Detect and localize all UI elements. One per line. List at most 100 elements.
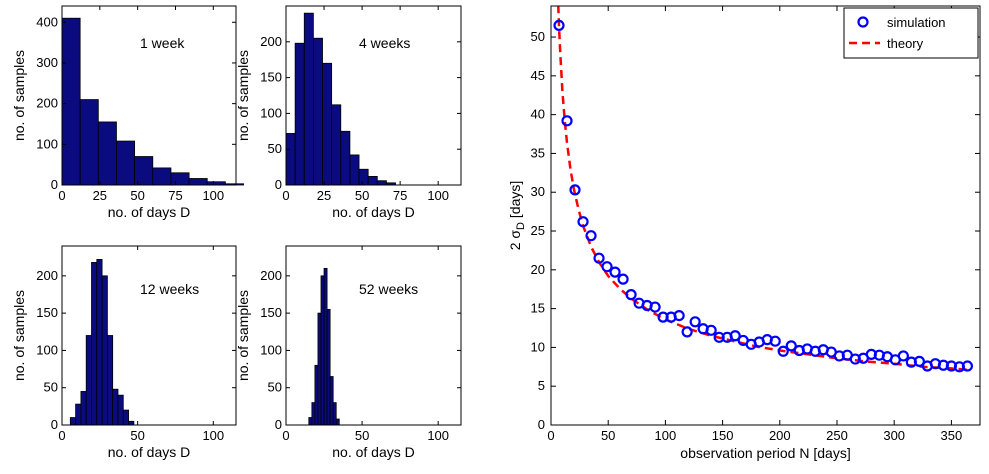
simulation-point bbox=[593, 252, 605, 264]
plot-area bbox=[286, 246, 461, 425]
x-tick-label: 50 bbox=[601, 428, 615, 443]
x-tick-label: 350 bbox=[941, 428, 963, 443]
histogram-panel-2: 0 25 50 75 100 0 50 100 150 200 no. of days D no. o… bbox=[235, 5, 462, 220]
x-tick-label: 300 bbox=[883, 428, 905, 443]
simulation-point bbox=[961, 360, 974, 372]
histogram-bar bbox=[188, 178, 208, 186]
histogram-bar bbox=[128, 420, 135, 426]
histogram-bar bbox=[326, 308, 331, 426]
histogram-bar bbox=[122, 409, 129, 426]
y-tick-label: 50 bbox=[268, 380, 282, 395]
simulation-point bbox=[785, 340, 797, 352]
simulation-point bbox=[689, 316, 701, 328]
histogram-bar bbox=[152, 167, 172, 186]
y-tick-label: 200 bbox=[260, 34, 282, 49]
y-axis-label: no. of samples bbox=[11, 290, 27, 381]
y-tick-label: 200 bbox=[260, 268, 282, 283]
simulation-point bbox=[777, 345, 789, 357]
axes-frame bbox=[550, 5, 981, 426]
simulation-point bbox=[585, 230, 597, 242]
histogram-bar bbox=[116, 140, 136, 186]
simulation-point bbox=[617, 273, 629, 285]
y-tick-label: 30 bbox=[531, 184, 545, 199]
y-axis-label: no. of samples bbox=[11, 50, 27, 141]
y-tick-label: 200 bbox=[36, 268, 58, 283]
x-axis-label: no. of days D bbox=[332, 204, 415, 220]
y-tick-label: 100 bbox=[36, 136, 58, 151]
x-tick-label: 100 bbox=[202, 428, 224, 443]
y-axis-label: no. of samples bbox=[235, 50, 251, 141]
sigma-panel: 0 50 100 150 200 250 300 350 0 5 10 15 20 25 30 35 40 45 5… bbox=[507, 5, 981, 461]
axes-frame bbox=[61, 5, 237, 186]
histogram-bar bbox=[376, 180, 387, 186]
legend-simulation-label: simulation bbox=[887, 15, 946, 30]
x-axis-label: observation period N [days] bbox=[680, 445, 850, 461]
x-tick-label: 50 bbox=[130, 428, 144, 443]
panel-label: 52 weeks bbox=[359, 281, 418, 297]
x-tick-label: 0 bbox=[282, 188, 289, 203]
legend-simulation-marker bbox=[857, 16, 869, 28]
y-tick-label: 40 bbox=[531, 107, 545, 122]
legend-box bbox=[843, 7, 979, 59]
x-tick-label: 100 bbox=[427, 428, 449, 443]
y-label-main: 2 σ bbox=[507, 230, 523, 251]
simulation-point bbox=[561, 115, 573, 127]
simulation-point bbox=[673, 309, 685, 322]
histogram-bar bbox=[322, 62, 333, 186]
simulation-point bbox=[681, 326, 693, 338]
legend-theory-label: theory bbox=[887, 36, 924, 51]
histogram-bar bbox=[97, 121, 117, 186]
histogram-bar bbox=[106, 335, 114, 426]
x-tick-label: 100 bbox=[655, 428, 677, 443]
histogram-bar bbox=[308, 417, 313, 426]
histogram-bar bbox=[61, 17, 81, 186]
y-tick-label: 5 bbox=[538, 378, 545, 393]
histogram-panel-1: 0 25 50 75 100 0 100 200 300 400 no. of days D no. … bbox=[11, 5, 244, 220]
y-tick-label: 45 bbox=[531, 68, 545, 83]
theory-line bbox=[557, 6, 970, 372]
histogram-bar bbox=[112, 388, 119, 426]
panel-label: 12 weeks bbox=[140, 281, 199, 297]
simulation-point bbox=[577, 216, 589, 228]
histogram-bar bbox=[85, 335, 92, 426]
histogram-bar bbox=[367, 176, 378, 186]
y-axis-label: 2 σD [days] bbox=[507, 181, 527, 251]
histogram-bar bbox=[134, 156, 154, 186]
y-tick-label: 50 bbox=[268, 141, 282, 156]
x-tick-label: 150 bbox=[712, 428, 734, 443]
y-tick-label: 150 bbox=[36, 305, 58, 320]
simulation-point bbox=[649, 301, 661, 313]
histogram-bar bbox=[358, 168, 369, 186]
x-axis-label: no. of days D bbox=[332, 444, 415, 460]
histogram-bar bbox=[303, 12, 314, 186]
x-tick-label: 250 bbox=[826, 428, 848, 443]
histogram-bar bbox=[340, 130, 351, 186]
histogram-panel-4: 0 50 100 0 50 100 150 200 no. of days D no. of sa… bbox=[235, 245, 462, 460]
y-tick-label: 10 bbox=[531, 339, 545, 354]
histogram-bar bbox=[332, 402, 337, 426]
x-axis-label: no. of days D bbox=[108, 204, 191, 220]
x-tick-label: 75 bbox=[168, 188, 182, 203]
x-tick-label: 100 bbox=[202, 188, 224, 203]
x-tick-label: 0 bbox=[282, 428, 289, 443]
simulation-point bbox=[625, 289, 637, 301]
y-tick-label: 15 bbox=[531, 301, 545, 316]
histogram-bar bbox=[294, 42, 305, 186]
y-tick-label: 50 bbox=[44, 380, 58, 395]
y-tick-label: 0 bbox=[51, 177, 58, 192]
y-tick-label: 0 bbox=[51, 417, 58, 432]
histogram-bar bbox=[320, 275, 325, 426]
x-tick-label: 200 bbox=[769, 428, 791, 443]
x-tick-label: 75 bbox=[393, 188, 407, 203]
simulation-point bbox=[609, 266, 621, 278]
histogram-bar bbox=[323, 267, 328, 426]
histogram-bar bbox=[329, 376, 334, 426]
histogram-bar bbox=[80, 391, 87, 426]
histogram-bar bbox=[317, 312, 322, 426]
y-tick-label: 0 bbox=[275, 417, 282, 432]
x-tick-label: 50 bbox=[130, 188, 144, 203]
histogram-bar bbox=[101, 275, 108, 426]
histogram-bar bbox=[285, 133, 296, 186]
histogram-bar bbox=[335, 418, 340, 426]
